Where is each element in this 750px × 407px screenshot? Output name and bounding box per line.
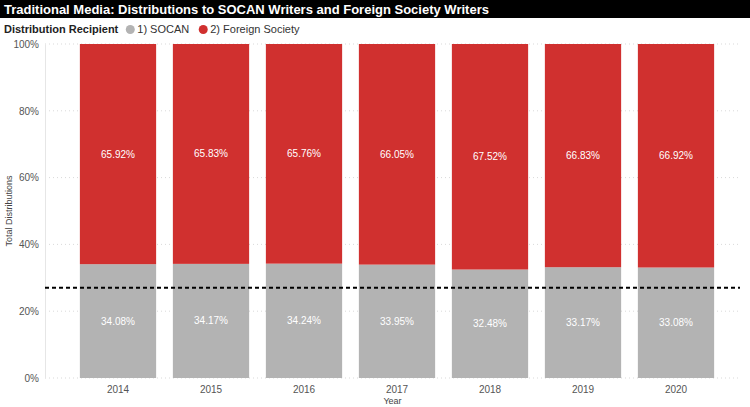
legend-swatch [126, 25, 135, 34]
y-tick: 20% [19, 306, 45, 317]
bar-segment [638, 268, 714, 378]
data-label: 67.52% [473, 151, 507, 162]
y-tick-label: 100% [13, 39, 39, 50]
bar-segment [266, 264, 342, 378]
data-label: 34.24% [287, 315, 321, 326]
data-label: 65.92% [101, 149, 135, 160]
bar-segment [638, 44, 714, 268]
x-tick: 2014 [107, 378, 130, 395]
legend-label: 1) SOCAN [137, 23, 189, 35]
x-tick: 2018 [479, 378, 502, 395]
y-tick: 60% [19, 172, 45, 183]
x-axis-title: Year [383, 396, 401, 406]
bar-segment [359, 44, 435, 265]
x-tick-label: 2020 [665, 384, 688, 395]
bars [45, 44, 740, 378]
bar-segment [359, 265, 435, 378]
data-label: 66.05% [380, 149, 414, 160]
y-tick-label: 60% [19, 172, 39, 183]
bar-segment [545, 267, 621, 378]
data-label: 33.17% [566, 317, 600, 328]
y-tick: 80% [19, 106, 45, 117]
x-tick-label: 2016 [293, 384, 316, 395]
title: Traditional Media: Distributions to SOCA… [4, 2, 489, 17]
bar-segment [173, 44, 249, 264]
y-tick-label: 40% [19, 239, 39, 250]
x-tick: 2019 [572, 378, 595, 395]
data-label: 33.95% [380, 316, 414, 327]
bar-segment [266, 44, 342, 264]
data-label: 34.08% [101, 316, 135, 327]
data-labels: 34.08% 34.17% 34.24% 33.95% 32.48% 33.17% 33.0… [101, 148, 693, 329]
y-tick-label: 80% [19, 106, 39, 117]
bar-segment [80, 44, 156, 264]
y-tick: 0% [25, 373, 45, 384]
y-tick-label: 0% [25, 373, 40, 384]
x-axis: 2014 2015 2016 2017 2018 2019 2020 [72, 378, 723, 395]
x-tick: 2015 [200, 378, 223, 395]
legend: Distribution Recipient 1) SOCAN 2) Foreign… [4, 23, 300, 35]
x-axis-line [72, 378, 723, 379]
bar-segment [452, 44, 528, 270]
y-tick: 100% [13, 39, 45, 50]
chart: Traditional Media: Distributions to SOCA… [0, 0, 750, 407]
x-tick-label: 2019 [572, 384, 595, 395]
y-tick: 40% [19, 239, 45, 250]
y-axis-line [45, 45, 46, 379]
y-axis: 0% 20% 40% 60% 80% 100% [13, 39, 45, 384]
x-tick-label: 2014 [107, 384, 130, 395]
grid [45, 44, 740, 378]
legend-swatch [199, 25, 208, 34]
data-label: 34.17% [194, 315, 228, 326]
x-tick-label: 2017 [386, 384, 409, 395]
bar-segment [80, 264, 156, 378]
title-bar [0, 0, 750, 18]
data-label: 66.92% [659, 150, 693, 161]
data-label: 32.48% [473, 318, 507, 329]
bar-segment [545, 44, 621, 267]
legend-title: Distribution Recipient [4, 23, 119, 35]
x-tick: 2020 [665, 378, 688, 395]
data-label: 65.76% [287, 148, 321, 159]
y-axis-title: Total Distributions [4, 175, 14, 247]
data-label: 65.83% [194, 148, 228, 159]
bar-segment [452, 270, 528, 378]
x-tick-label: 2015 [200, 384, 223, 395]
data-label: 66.83% [566, 150, 600, 161]
x-tick: 2017 [386, 378, 409, 395]
bar-segment [173, 264, 249, 378]
x-tick-label: 2018 [479, 384, 502, 395]
x-tick: 2016 [293, 378, 316, 395]
data-label: 33.08% [659, 317, 693, 328]
y-tick-label: 20% [19, 306, 39, 317]
legend-label: 2) Foreign Society [210, 23, 300, 35]
reference-line [45, 287, 740, 289]
